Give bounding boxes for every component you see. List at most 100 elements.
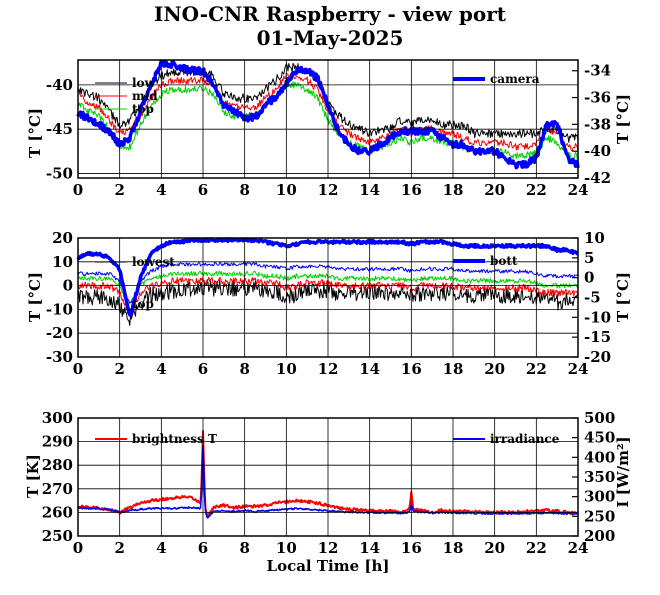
x-tick-label: 12 [318,539,339,557]
x-tick-label: 4 [156,539,166,557]
y-right-tick-label: -20 [584,348,611,366]
x-tick-label: 0 [73,181,83,199]
legend-label-lowest: lowest [132,255,175,269]
legend-label-camera: camera [490,72,540,86]
x-tick-label: 0 [73,539,83,557]
panel-brightness-irradiance: 0 2 4 6 8 10 12 14 16 18 20 22 242502602702802903002… [24,409,632,557]
y-right-tick-label: -40 [584,142,611,160]
panel3-legend-right: irradiance [453,432,560,446]
x-tick-label: 10 [276,181,297,199]
y-left-tick-label: 280 [42,456,73,474]
x-tick-label: 10 [276,539,297,557]
y-left-tick-label: 300 [42,409,73,427]
x-tick-label: 22 [526,360,547,378]
x-tick-label: 12 [318,181,339,199]
x-tick-label: 18 [443,360,464,378]
x-tick-label: 6 [198,539,208,557]
legend-label-mid: mid [132,89,158,103]
x-tick-label: 2 [114,360,124,378]
y-right-tick-label: 450 [584,429,615,447]
y-left-tick-label: -40 [46,76,73,94]
x-tick-label: 8 [239,360,249,378]
panel2-legend-right: bott [453,254,518,268]
y-left-tick-label: 0 [63,277,73,295]
y-left-tick-label: 270 [42,480,73,498]
legend-label-top: top [132,297,154,311]
y-right-tick-label: 400 [584,448,615,466]
y-left-tick-label: -50 [46,165,73,183]
y-left-tick-label: 20 [52,229,73,247]
legend-label-top: top [132,102,154,116]
x-tick-label: 8 [239,181,249,199]
x-tick-label: 20 [484,539,505,557]
x-axis-label: Local Time [h] [267,557,390,575]
y-right-tick-label: 300 [584,488,615,506]
y-left-tick-label: 250 [42,527,73,545]
panel3-legend-left: brightness T [95,432,217,446]
chart-subtitle: 01-May-2025 [257,26,404,50]
x-tick-label: 16 [401,181,422,199]
x-tick-label: 22 [526,539,547,557]
y-right-tick-label: 0 [584,269,594,287]
x-tick-label: 18 [443,539,464,557]
y-left-tick-label: 290 [42,433,73,451]
y-right-tick-label: 10 [584,229,605,247]
panel3-ylabel-left: T [K] [24,454,42,498]
panel2-ylabel-left: T [°C] [26,272,44,322]
x-tick-label: 8 [239,539,249,557]
x-tick-label: 18 [443,181,464,199]
y-right-tick-label: -15 [584,328,611,346]
panel3-ylabel-right: I [W/m²] [614,436,632,507]
x-tick-label: 16 [401,539,422,557]
legend-label-irradiance: irradiance [490,432,560,446]
y-right-tick-label: -36 [584,89,611,107]
x-tick-label: 2 [114,181,124,199]
legend-label-brightness: brightness T [132,432,217,446]
panel1-ylabel-right: T [°C] [614,94,632,144]
panel1-ylabel-left: T [°C] [26,108,44,158]
y-right-tick-label: -34 [584,62,611,80]
x-tick-label: 6 [198,360,208,378]
x-tick-label: 24 [568,360,589,378]
panel2-legend-left: lowest top [95,255,175,311]
x-tick-label: 24 [568,539,589,557]
x-tick-label: 20 [484,360,505,378]
legend-label-bott: bott [490,254,518,268]
y-right-tick-label: -5 [584,289,601,307]
y-right-tick-label: 200 [584,527,615,545]
x-tick-label: 24 [568,181,589,199]
x-tick-label: 14 [359,360,380,378]
y-right-tick-label: -38 [584,115,611,133]
x-tick-label: 14 [359,181,380,199]
y-left-tick-label: -30 [46,348,73,366]
y-right-tick-label: 350 [584,468,615,486]
panel-upper-temperatures: 0 2 4 6 8 10 12 14 16 18 20 22 24-50-45-40-42-40-38-… [26,59,632,199]
x-tick-label: 0 [73,360,83,378]
y-right-tick-label: 500 [584,409,615,427]
x-tick-label: 4 [156,360,166,378]
chart-title: INO-CNR Raspberry - view port [154,2,507,26]
y-right-tick-label: 5 [584,249,594,267]
x-tick-label: 2 [114,539,124,557]
panel2-ylabel-right: T [°C] [614,272,632,322]
x-tick-label: 14 [359,539,380,557]
y-left-tick-label: -45 [46,120,73,138]
y-left-tick-label: -10 [46,300,73,318]
x-tick-label: 10 [276,360,297,378]
y-left-tick-label: 10 [52,253,73,271]
y-right-tick-label: -10 [584,308,611,326]
y-left-tick-label: 260 [42,503,73,521]
x-tick-label: 20 [484,181,505,199]
x-tick-label: 12 [318,360,339,378]
x-tick-label: 4 [156,181,166,199]
panel1-legend-left: low mid top [95,76,158,116]
legend-label-low: low [132,76,156,90]
y-right-tick-label: -42 [584,169,611,187]
panel-middle-temperatures: 0 2 4 6 8 10 12 14 16 18 20 22 24-30-20-1001020-20-1… [26,229,632,378]
plot-frame [77,59,579,179]
x-tick-label: 6 [198,181,208,199]
x-tick-label: 22 [526,181,547,199]
panel1-legend-right: camera [453,72,540,86]
y-left-tick-label: -20 [46,324,73,342]
